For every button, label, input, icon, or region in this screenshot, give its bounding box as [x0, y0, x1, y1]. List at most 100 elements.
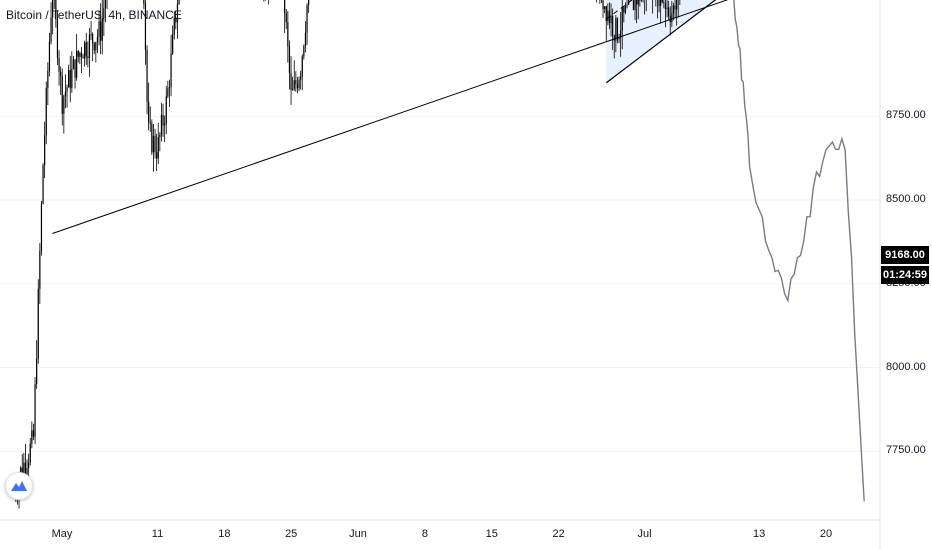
candle-body	[157, 137, 159, 159]
candle-body	[304, 32, 307, 46]
candle-body	[154, 135, 156, 153]
x-tick-label: 20	[819, 528, 833, 540]
candle-body	[160, 115, 163, 135]
candle-body	[660, 0, 662, 6]
candle-body	[300, 76, 302, 80]
candle-body	[52, 0, 54, 18]
candle-body	[63, 96, 65, 114]
candle-body	[620, 30, 622, 38]
candle-body	[672, 5, 675, 14]
candle-body	[69, 70, 71, 89]
candle-body	[613, 35, 615, 41]
candle-body	[168, 87, 171, 89]
candle-body	[82, 57, 84, 59]
candle-body	[618, 37, 620, 40]
candle-body	[37, 288, 39, 359]
candle-body	[607, 10, 609, 22]
candle-body	[72, 59, 75, 69]
chart-title: Bitcoin / TetherUS, 4h, BINANCE	[6, 8, 182, 22]
x-tick-label: May	[51, 528, 73, 540]
candle-body	[674, 5, 676, 10]
candle-body	[621, 6, 623, 31]
candle-body	[176, 3, 179, 23]
candle-body	[32, 430, 35, 437]
tradingview-logo-icon[interactable]	[5, 472, 33, 500]
candle-body	[74, 59, 76, 78]
candle-body	[66, 87, 68, 92]
candle-body	[610, 15, 612, 24]
candle-body	[77, 50, 79, 57]
candle-body	[93, 43, 95, 51]
candle-body	[676, 0, 678, 10]
candle-body	[671, 13, 673, 23]
candle-body	[26, 468, 28, 475]
candle-body	[634, 0, 636, 11]
candle-body	[668, 7, 670, 17]
candle-body	[28, 462, 30, 469]
candle-body	[301, 56, 303, 77]
candle-body	[71, 68, 73, 89]
candle-body	[68, 70, 70, 88]
candle-body	[175, 18, 177, 23]
candle-body	[637, 0, 639, 5]
candle-body	[149, 122, 151, 124]
y-tick-label: 8000.00	[886, 360, 926, 373]
candle-body	[92, 33, 94, 44]
candle-body	[293, 80, 295, 89]
candle-body	[303, 45, 305, 57]
candle-body	[298, 79, 300, 89]
candle-body	[624, 6, 627, 13]
candle-body	[170, 53, 172, 88]
candle-body	[156, 152, 158, 159]
last-price-label: 9168.00	[881, 246, 929, 264]
candle-body	[167, 88, 169, 97]
candle-body	[146, 49, 148, 102]
candle-body	[34, 384, 36, 437]
candle-body	[164, 123, 166, 126]
candle-body	[296, 84, 299, 89]
candle-body	[287, 22, 289, 47]
candle-body	[159, 134, 161, 138]
candle-body	[285, 13, 287, 23]
candle-body	[608, 10, 611, 24]
candle-body	[604, 6, 606, 10]
candle-body	[36, 358, 38, 385]
candle-body	[85, 42, 87, 57]
candle-body	[80, 52, 83, 58]
candle-body	[101, 18, 103, 41]
candle-body	[76, 50, 78, 78]
candle-body	[172, 34, 174, 54]
candle-body	[152, 135, 155, 153]
candle-body	[162, 115, 164, 126]
candle-body	[79, 52, 81, 57]
candle-body	[658, 0, 660, 6]
x-tick-label: 15	[485, 528, 498, 540]
candle-body	[623, 6, 625, 13]
candle-body	[61, 75, 63, 114]
rising-channel	[606, 0, 716, 83]
candle-body	[639, 0, 641, 1]
candle-body	[308, 0, 310, 5]
candle-body	[50, 17, 52, 42]
x-tick-label: 22	[552, 528, 565, 540]
projection-bearish	[733, 0, 865, 502]
x-tick-label: 11	[151, 528, 164, 540]
candle-body	[103, 8, 105, 19]
candle-body	[55, 0, 57, 17]
candle-body	[148, 101, 150, 123]
candle-body	[31, 430, 33, 444]
candle-body	[290, 73, 292, 90]
x-tick-label: 25	[285, 528, 298, 540]
candle-body	[60, 71, 62, 76]
candle-body	[178, 0, 180, 4]
candle-body	[605, 6, 607, 22]
candle-body	[29, 443, 31, 463]
candle-body	[87, 56, 89, 59]
lower-trendline	[52, 0, 729, 234]
candle-body	[104, 0, 107, 9]
y-tick-label: 7750.00	[886, 444, 926, 457]
x-tick-label: 8	[421, 528, 428, 540]
candle-body	[24, 462, 27, 475]
candle-body	[144, 3, 147, 50]
